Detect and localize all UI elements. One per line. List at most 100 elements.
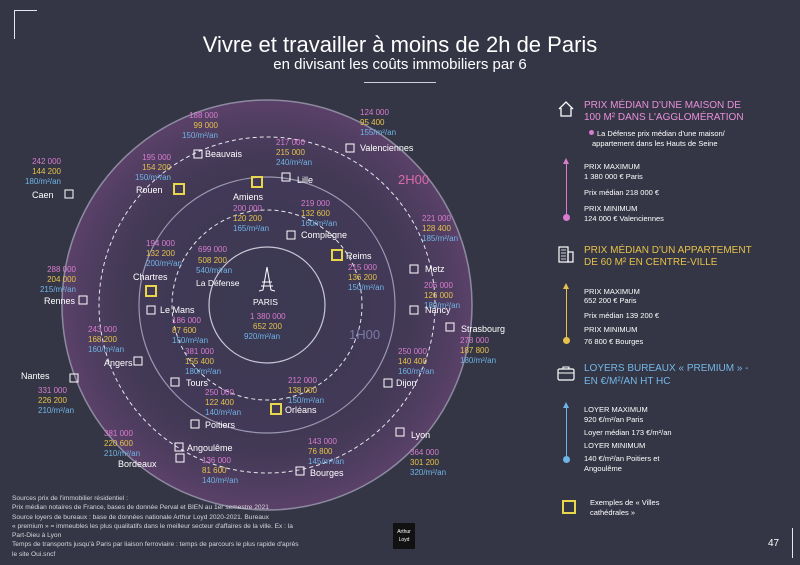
lille-name: Lille — [297, 175, 313, 185]
page-subtitle: en divisant les coûts immobiliers par 6 — [273, 56, 527, 73]
maison-min-dot — [563, 214, 570, 221]
maison-arrow-up-icon — [563, 158, 569, 164]
chartres-office-rent: 200/m²/an — [146, 259, 182, 268]
rennes-office-rent: 215/m²/an — [40, 285, 76, 294]
bourges-name: Bourges — [310, 468, 344, 478]
ladefense-v3: 540/m²/an — [196, 266, 232, 275]
angers-marker — [133, 356, 143, 366]
reims-house-price: 215 000 — [348, 263, 377, 272]
loyers-arrow-up-icon — [563, 402, 569, 408]
tours-name: Tours — [186, 378, 209, 388]
source-line: Source loyers de bureaux : base de donné… — [12, 513, 269, 521]
beauvais-name: Beauvais — [205, 149, 243, 159]
bordeaux-office-rent: 140/m²/an — [202, 476, 238, 485]
reims-office-rent: 150/m²/an — [348, 283, 384, 292]
orleans-office-rent: 150/m²/an — [288, 396, 324, 405]
nantes-house-price: 331 000 — [38, 386, 67, 395]
page-frame-line — [792, 528, 793, 558]
rouen-office-rent: 150/m²/an — [135, 173, 171, 182]
reims-cathedral-marker — [331, 249, 343, 261]
source-line: « premium » = immeubles les plus qualita… — [12, 522, 293, 530]
chartres-house-price: 194 000 — [146, 239, 175, 248]
poitiers-house-price: 250 000 — [205, 388, 234, 397]
maison-note-1: La Défense prix médian d'une maison/ — [597, 129, 725, 138]
loyers-min-dot — [563, 456, 570, 463]
tours-apartment-price: 155 400 — [185, 357, 214, 366]
lille-house-price: 217 000 — [276, 138, 305, 147]
angers-house-price: 243 000 — [88, 325, 117, 334]
valenciennes-office-rent: 155/m²/an — [360, 128, 396, 137]
lyon-office-rent: 320/m²/an — [410, 468, 446, 477]
appart-arrow-up-icon — [563, 283, 569, 289]
appart-min-dot — [563, 337, 570, 344]
orleans-cathedral-marker — [270, 403, 282, 415]
arthur-loyd-logo: Arthur Loyd — [393, 523, 415, 549]
compiegne-office-rent: 160/m²/an — [301, 219, 337, 228]
nancy-marker — [409, 305, 419, 315]
loyers-max-value: 920 €/m²/an Paris — [584, 415, 644, 424]
house-icon — [558, 101, 574, 117]
ring-mid — [138, 176, 396, 434]
lyon-name: Lyon — [411, 430, 430, 440]
bourges-house-price: 143 000 — [308, 437, 337, 446]
loyers-title-1: LOYERS BUREAUX « PREMIUM » - — [584, 363, 749, 374]
orleans-house-price: 212 000 — [288, 376, 317, 385]
paris-name: PARIS — [253, 297, 278, 307]
rouen-cathedral-marker — [173, 183, 185, 195]
angers-apartment-price: 168 200 — [88, 335, 117, 344]
ladefense-v2: 508 200 — [198, 256, 227, 265]
maison-range-line — [566, 162, 567, 216]
nancy-apartment-price: 126 000 — [424, 291, 453, 300]
lemans-name: Le Mans — [160, 305, 195, 315]
briefcase-icon — [557, 366, 575, 381]
reims-name: Reims — [346, 251, 372, 261]
nancy-office-rent: 180/m²/an — [424, 301, 460, 310]
cathedral-legend-2: cathédrales » — [590, 508, 636, 517]
angouleme-apartment-price: 220 600 — [104, 439, 133, 448]
page-title: Vivre et travailler à moins de 2h de Par… — [202, 32, 598, 57]
poitiers-apartment-price: 122 400 — [205, 398, 234, 407]
rouen-apartment-price: 154 200 — [142, 163, 171, 172]
orleans-apartment-price: 138 000 — [288, 386, 317, 395]
lyon-marker — [395, 427, 405, 437]
lyon-apartment-price: 301 200 — [410, 458, 439, 467]
compiegne-marker — [286, 230, 296, 240]
beauvais-office-rent: 150/m²/an — [182, 131, 218, 140]
appart-min-label: PRIX MINIMUM — [584, 325, 638, 334]
source-line: Temps de transports jusqu'à Paris par li… — [12, 541, 299, 549]
source-line: Sources prix de l'immobilier résidentiel… — [12, 495, 128, 502]
maison-title-2: 100 M² DANS L'AGGLOMÉRATION — [584, 112, 744, 123]
loyers-min-value-2: Angoulême — [584, 464, 622, 473]
lemans-house-price: 186 000 — [172, 316, 201, 325]
bourges-office-rent: 145/m²/an — [308, 457, 344, 466]
metz-marker — [409, 264, 419, 274]
bordeaux-apartment-price: 81 600 — [202, 466, 227, 475]
dijon-marker — [383, 378, 393, 388]
strasbourg-house-price: 278 000 — [460, 336, 489, 345]
loyers-min-value-1: 140 €/m²/an Poitiers et — [584, 454, 660, 463]
tours-house-price: 381 000 — [185, 347, 214, 356]
chartres-apartment-price: 132 200 — [146, 249, 175, 258]
nancy-house-price: 206 000 — [424, 281, 453, 290]
caen-apartment-price: 144 200 — [32, 167, 61, 176]
poitiers-office-rent: 140/m²/an — [205, 408, 241, 417]
appart-min-value: 76 800 € Bourges — [584, 337, 644, 346]
source-line: Prix médian notaires de France, bases de… — [12, 504, 269, 512]
dijon-house-price: 250 000 — [398, 347, 427, 356]
poitiers-name: Poitiers — [205, 420, 236, 430]
rennes-name: Rennes — [44, 296, 76, 306]
appart-max-label: PRIX MAXIMUM — [584, 287, 640, 296]
bourges-apartment-price: 76 800 — [308, 447, 333, 456]
valenciennes-marker — [345, 143, 355, 153]
valenciennes-name: Valenciennes — [360, 143, 414, 153]
angers-office-rent: 160/m²/an — [88, 345, 124, 354]
appart-title-1: PRIX MÉDIAN D'UN APPARTEMENT — [584, 245, 752, 256]
loyers-title-2: EN €/M²/AN HT HC — [584, 376, 671, 387]
rouen-name: Rouen — [136, 185, 163, 195]
maison-max-label: PRIX MAXIMUM — [584, 162, 640, 171]
chartres-name: Chartres — [133, 272, 168, 282]
loyers-median: Loyer médian 173 €/m²/an — [584, 428, 672, 437]
amiens-cathedral-marker — [251, 176, 263, 188]
maison-min-label: PRIX MINIMUM — [584, 204, 638, 213]
